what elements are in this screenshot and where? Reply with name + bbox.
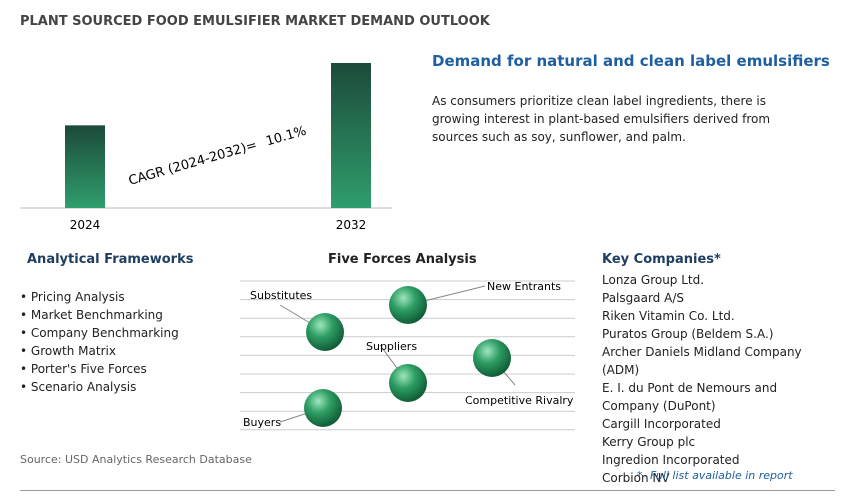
list-item: Puratos Group (Beldem S.A.)	[602, 325, 832, 343]
highlight-text: As consumers prioritize clean label ingr…	[432, 94, 771, 144]
item-text: Kerry Group plc	[602, 435, 696, 449]
five-forces-diagram: Substitutes New Entrants Suppliers Competit…	[240, 280, 575, 431]
item-text: Company Benchmarking	[30, 326, 179, 340]
chart: CAGR (2024-2032)=10.1% 2024 2032	[20, 63, 392, 232]
source: Source: USD Analytics Research Database	[20, 453, 252, 466]
frameworks-heading: Analytical Frameworks	[27, 252, 194, 267]
item-text: Pricing Analysis	[30, 290, 125, 304]
bar	[331, 63, 371, 208]
cagr-value: 10.1%	[264, 124, 308, 150]
footnote: *- Full list available in report	[637, 469, 793, 482]
list-item: Ingredion Incorporated	[602, 451, 832, 469]
item-text: Corbion NV	[602, 471, 670, 485]
bullet: •	[20, 308, 31, 322]
list-item: • Growth Matrix	[20, 342, 179, 360]
force-label: Buyers	[243, 416, 281, 429]
force-sphere	[389, 286, 427, 324]
companies-heading: Key Companies*	[602, 252, 721, 267]
x-tick-label: 2024	[70, 218, 101, 232]
item-text: Market Benchmarking	[30, 308, 163, 322]
list-item: Lonza Group Ltd.	[602, 271, 832, 289]
list-item: Riken Vitamin Co. Ltd.	[602, 307, 832, 325]
item-text: Archer Daniels Midland Company (ADM)	[602, 345, 802, 377]
bullet: •	[20, 326, 31, 340]
item-text: Scenario Analysis	[30, 380, 137, 394]
list-item: • Porter's Five Forces	[20, 360, 179, 378]
bullet: •	[20, 362, 31, 376]
list-item: • Company Benchmarking	[20, 324, 179, 342]
five-forces-heading: Five Forces Analysis	[328, 252, 477, 267]
footer-rule	[20, 490, 835, 491]
force-label: Suppliers	[366, 340, 417, 353]
page-title: PLANT SOURCED FOOD EMULSIFIER MARKET DEM…	[20, 14, 490, 29]
companies-list: Lonza Group Ltd. Palsgaard A/S Riken Vitam…	[602, 271, 832, 487]
x-tick-label: 2032	[336, 218, 367, 232]
list-item: Kerry Group plc	[602, 433, 832, 451]
list-item: • Scenario Analysis	[20, 378, 179, 396]
force-sphere	[473, 339, 511, 377]
list-item: Archer Daniels Midland Company (ADM)	[602, 343, 832, 379]
item-text: Ingredion Incorporated	[602, 453, 740, 467]
list-item: E. I. du Pont de Nemours and Company (Du…	[602, 379, 832, 415]
force-label: Competitive Rivalry	[465, 394, 574, 407]
item-text: Palsgaard A/S	[602, 291, 684, 305]
frameworks-list: • Pricing Analysis • Market Benchmarking •…	[20, 288, 179, 396]
item-text: Puratos Group (Beldem S.A.)	[602, 327, 774, 341]
list-item: • Pricing Analysis	[20, 288, 179, 306]
force-label: New Entrants	[487, 280, 561, 293]
cagr-label: CAGR (2024-2032)=	[127, 138, 259, 189]
list-item: Corbion NV	[602, 469, 832, 487]
item-text: Cargill Incorporated	[602, 417, 721, 431]
list-item: • Market Benchmarking	[20, 306, 179, 324]
bar	[65, 125, 105, 208]
item-text: Growth Matrix	[30, 344, 116, 358]
highlight-heading: Demand for natural and clean label emuls…	[432, 52, 830, 70]
list-item: Palsgaard A/S	[602, 289, 832, 307]
cagr-annotation: CAGR (2024-2032)=10.1%	[127, 124, 308, 189]
item-text: Riken Vitamin Co. Ltd.	[602, 309, 735, 323]
item-text: Porter's Five Forces	[30, 362, 147, 376]
list-item: Cargill Incorporated	[602, 415, 832, 433]
item-text: Lonza Group Ltd.	[602, 273, 705, 287]
item-text: E. I. du Pont de Nemours and Company (Du…	[602, 381, 778, 413]
bullet: •	[20, 380, 31, 394]
bullet: •	[20, 344, 31, 358]
force-sphere	[304, 389, 342, 427]
force-label: Substitutes	[250, 289, 312, 302]
force-sphere	[306, 313, 344, 351]
bullet: •	[20, 290, 31, 304]
force-sphere	[389, 364, 427, 402]
